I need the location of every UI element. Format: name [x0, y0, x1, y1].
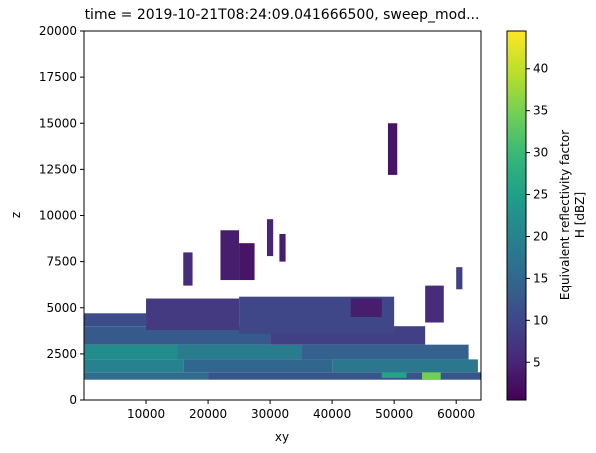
heatmap-cell: [332, 359, 478, 373]
heatmap-cell: [301, 344, 469, 360]
chart-title: time = 2019-10-21T08:24:09.041666500, sw…: [85, 7, 480, 23]
y-tick-label: 12500: [39, 162, 77, 176]
heatmap-cell: [208, 372, 481, 380]
heatmap-cell: [84, 372, 209, 380]
x-tick-label: 50000: [375, 407, 413, 421]
heatmap-cell: [239, 243, 255, 281]
y-tick-label: 15000: [39, 116, 77, 130]
colorbar-label-line1: Equivalent reflectivity factor: [558, 130, 572, 300]
colorbar-tick-label: 15: [533, 271, 548, 285]
colorbar-axis: 5 10 15 20 25 30 35 40: [526, 62, 548, 369]
heatmap-cell: [350, 298, 382, 317]
heatmap-cell: [279, 233, 286, 262]
y-tick-label: 2500: [46, 347, 77, 361]
y-tick-label: 10000: [39, 209, 77, 223]
colorbar-tick-label: 5: [533, 355, 541, 369]
x-tick-label: 20000: [189, 407, 227, 421]
heatmap-cell: [84, 326, 271, 345]
colorbar-tick-label: 20: [533, 229, 548, 243]
x-tick-label: 40000: [313, 407, 351, 421]
heatmap-cell: [84, 359, 184, 373]
colorbar-tick-label: 25: [533, 188, 548, 202]
x-tick-label: 60000: [437, 407, 475, 421]
y-tick-label: 20000: [39, 24, 77, 38]
heatmap-cell: [84, 344, 178, 360]
heatmap-cell: [84, 313, 147, 327]
x-axis-label: xy: [275, 430, 289, 444]
colorbar-tick-label: 40: [533, 62, 548, 76]
x-axis: 10000 20000 30000 40000 50000 60000: [127, 400, 475, 421]
heatmap-cells: [84, 123, 481, 380]
x-tick-label: 10000: [127, 407, 165, 421]
y-tick-label: 0: [69, 393, 77, 407]
heatmap-cell: [387, 123, 398, 175]
colorbar: [506, 30, 527, 401]
colorbar-tick-label: 10: [533, 313, 548, 327]
heatmap-cell: [266, 219, 274, 257]
x-tick-label: 30000: [251, 407, 289, 421]
heatmap-cell: [381, 368, 407, 378]
heatmap-cell: [183, 252, 193, 286]
heatmap-cell: [456, 267, 463, 290]
heatmap-cell: [220, 230, 240, 281]
colorbar-label-line2: H [dBZ]: [573, 192, 587, 238]
heatmap-cell: [146, 298, 240, 330]
y-axis: 0 2500 5000 7500 10000 12500 15000 17500 20000: [39, 24, 84, 407]
heatmap-cell: [425, 285, 444, 323]
colorbar-tick-label: 30: [533, 146, 548, 160]
y-tick-label: 17500: [39, 70, 77, 84]
y-axis-label: z: [9, 212, 23, 218]
y-tick-label: 7500: [46, 255, 77, 269]
colorbar-tick-label: 35: [533, 104, 548, 118]
heatmap-cell: [177, 344, 302, 360]
y-tick-label: 5000: [46, 301, 77, 315]
heatmap-cell: [422, 368, 441, 380]
heatmap-cell: [183, 359, 333, 373]
